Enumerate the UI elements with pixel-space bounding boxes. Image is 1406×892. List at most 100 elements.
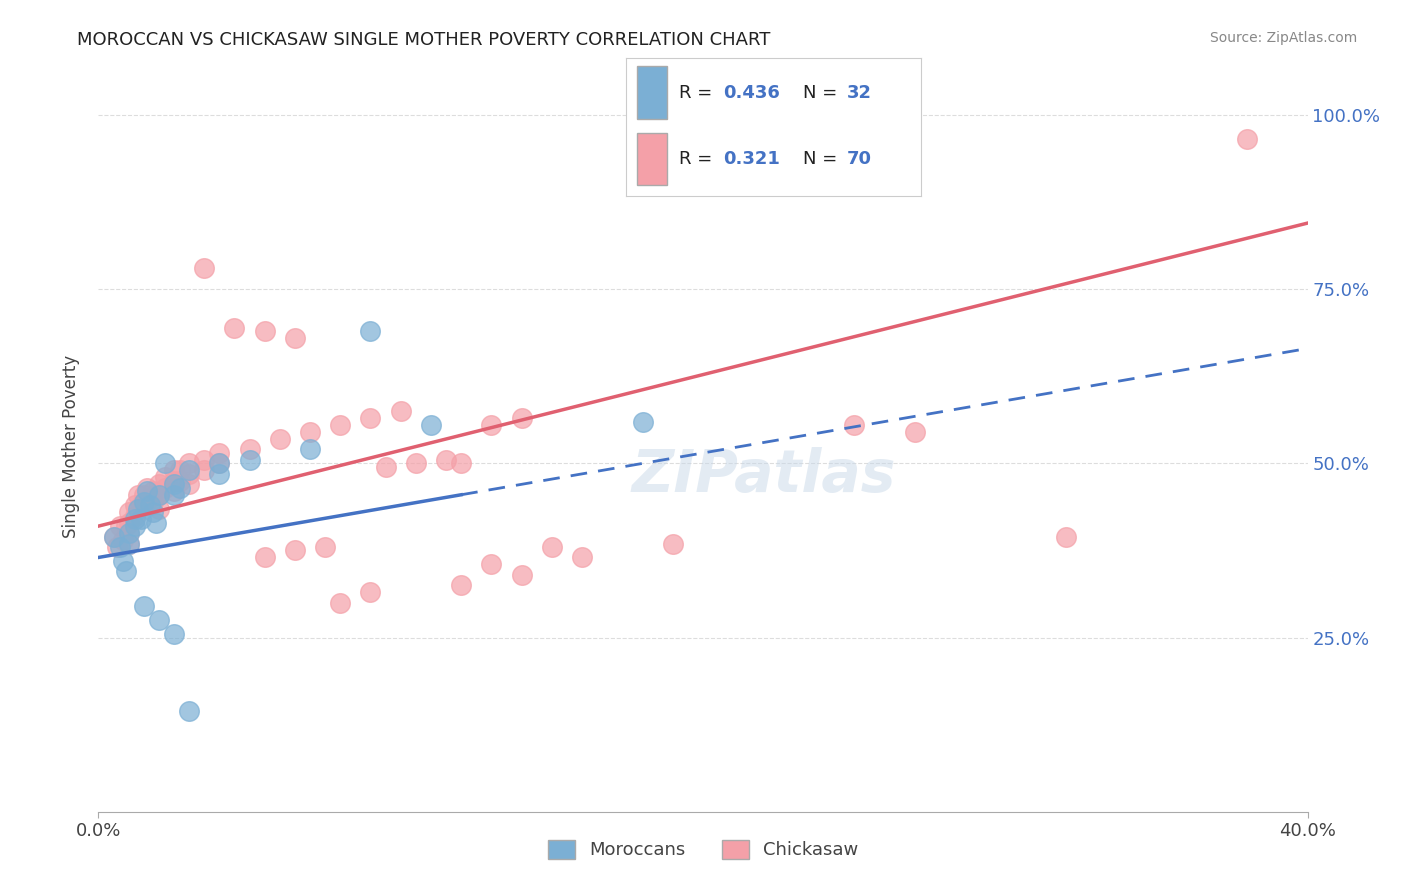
Point: [360, 411, 382, 425]
Point: [153, 481, 176, 495]
Point: [510, 567, 533, 582]
Point: [163, 488, 186, 502]
Point: [389, 404, 412, 418]
Point: [169, 481, 191, 495]
Point: [135, 481, 157, 495]
Point: [329, 596, 352, 610]
Point: [571, 550, 593, 565]
Point: [129, 512, 152, 526]
Point: [163, 627, 186, 641]
Text: MOROCCAN VS CHICKASAW SINGLE MOTHER POVERTY CORRELATION CHART: MOROCCAN VS CHICKASAW SINGLE MOTHER POVE…: [77, 31, 770, 49]
Point: [108, 540, 131, 554]
Point: [314, 540, 336, 554]
Point: [148, 488, 170, 502]
Point: [360, 585, 382, 599]
Point: [179, 477, 201, 491]
Point: [132, 599, 155, 614]
Point: [118, 526, 141, 541]
Point: [540, 540, 562, 554]
Text: ZIPatlas: ZIPatlas: [631, 447, 896, 504]
Point: [193, 261, 215, 276]
Point: [127, 488, 149, 502]
Point: [179, 704, 201, 718]
Point: [239, 453, 262, 467]
Point: [127, 501, 149, 516]
Point: [420, 418, 443, 433]
Point: [124, 519, 146, 533]
Point: [284, 543, 307, 558]
Point: [118, 536, 141, 550]
Point: [163, 474, 186, 488]
Point: [179, 467, 201, 481]
Point: [904, 425, 927, 439]
Point: [135, 484, 157, 499]
Point: [103, 530, 125, 544]
Point: [118, 516, 141, 530]
Point: [179, 463, 201, 477]
Point: [208, 457, 231, 471]
Point: [481, 558, 503, 572]
Point: [179, 457, 201, 471]
Point: [284, 331, 307, 345]
Point: [374, 459, 396, 474]
Point: [169, 474, 191, 488]
Point: [253, 550, 276, 565]
Point: [208, 446, 231, 460]
Point: [299, 425, 322, 439]
Point: [111, 554, 134, 568]
Point: [124, 498, 146, 512]
Point: [139, 491, 162, 506]
Text: 0.436: 0.436: [723, 84, 780, 102]
Legend: Moroccans, Chickasaw: Moroccans, Chickasaw: [538, 831, 868, 869]
Point: [193, 453, 215, 467]
Point: [450, 578, 472, 592]
Point: [844, 418, 866, 433]
Point: [1054, 530, 1077, 544]
Text: 70: 70: [846, 150, 872, 168]
Text: Source: ZipAtlas.com: Source: ZipAtlas.com: [1209, 31, 1357, 45]
Point: [148, 477, 170, 491]
Point: [163, 477, 186, 491]
Text: R =: R =: [679, 150, 711, 168]
Point: [105, 540, 128, 554]
Point: [208, 467, 231, 481]
Y-axis label: Single Mother Poverty: Single Mother Poverty: [62, 354, 80, 538]
Point: [145, 488, 167, 502]
Point: [132, 488, 155, 502]
Point: [108, 519, 131, 533]
Point: [118, 526, 141, 541]
Point: [114, 565, 136, 579]
Text: 32: 32: [846, 84, 872, 102]
Point: [153, 457, 176, 471]
Point: [1236, 132, 1258, 146]
Text: N =: N =: [803, 150, 837, 168]
Point: [142, 484, 165, 499]
Point: [631, 415, 654, 429]
Point: [132, 498, 155, 512]
Point: [481, 418, 503, 433]
Point: [253, 324, 276, 338]
Point: [193, 463, 215, 477]
Point: [360, 324, 382, 338]
Point: [299, 442, 322, 457]
Point: [269, 432, 291, 446]
Point: [329, 418, 352, 433]
Point: [153, 470, 176, 484]
Point: [208, 457, 231, 471]
Point: [163, 463, 186, 477]
Point: [118, 536, 141, 550]
Point: [124, 508, 146, 523]
Point: [224, 320, 246, 334]
FancyBboxPatch shape: [637, 66, 666, 119]
Point: [139, 498, 162, 512]
Point: [169, 463, 191, 477]
FancyBboxPatch shape: [637, 133, 666, 186]
Point: [148, 613, 170, 627]
Point: [239, 442, 262, 457]
Point: [103, 530, 125, 544]
Point: [129, 498, 152, 512]
Point: [661, 536, 683, 550]
Text: 0.321: 0.321: [723, 150, 780, 168]
Point: [148, 488, 170, 502]
Point: [118, 505, 141, 519]
